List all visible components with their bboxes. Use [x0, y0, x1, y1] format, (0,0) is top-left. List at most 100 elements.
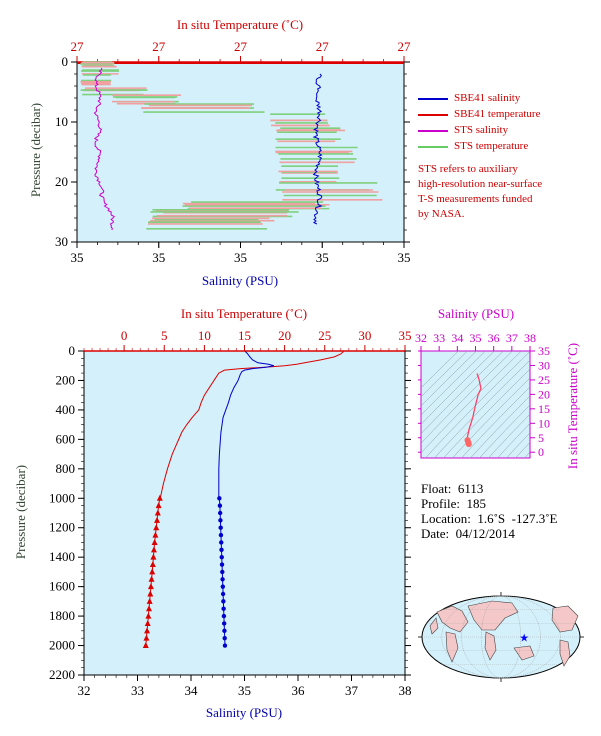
temperature-marker: [147, 583, 154, 590]
ts-density-contour: [470, 395, 530, 458]
bottom-tick-label: 35: [238, 683, 251, 698]
note-line: STS refers to auxiliary: [418, 163, 518, 175]
ts-density-contour: [421, 351, 477, 407]
salinity-marker: [222, 635, 227, 641]
y-tick-label: 400: [56, 402, 76, 417]
ts-density-contour: [506, 432, 530, 458]
legend-swatch-sbe41-temperature: [418, 114, 448, 116]
ts-density-contour: [461, 386, 530, 458]
salinity-marker: [217, 503, 223, 508]
float-id: Float: 6113: [421, 481, 484, 496]
sbe41-salinity-line: [312, 73, 323, 225]
float-info: Float: 6113 Profile: 185 Location: 1.6˚S…: [421, 481, 557, 541]
ts-top-tick-label: 33: [433, 331, 445, 345]
y-tick-label: 30: [55, 234, 68, 249]
note-line: T-S measurements funded: [418, 193, 533, 205]
ts-density-contour: [443, 368, 530, 458]
near-surface-legend: SBE41 salinity SBE41 temperature STS sal…: [418, 90, 540, 154]
temperature-marker: [147, 590, 154, 597]
map-meridian: [461, 595, 541, 679]
near-surface-top-axis-label: In situ Temperature (˚C): [177, 17, 303, 32]
ts-right-tick-label: 10: [538, 416, 550, 430]
map-meridian: [481, 595, 521, 679]
temperature-marker: [148, 575, 155, 582]
bottom-tick-label: 38: [399, 683, 412, 698]
ts-density-contour: [421, 351, 513, 444]
ts-top-tick-label: 36: [488, 331, 500, 345]
salinity-marker: [220, 591, 226, 597]
salinity-marker: [218, 525, 223, 530]
top-tick-label: 0: [121, 328, 128, 343]
map-graticule: [418, 592, 584, 682]
map-land: [429, 600, 579, 667]
legend-swatch-sts-temperature: [418, 146, 448, 148]
ts-density-contour: [434, 359, 530, 458]
top-tick-label: 10: [198, 328, 211, 343]
ts-point: [478, 379, 481, 381]
top-tick-label: 27: [234, 39, 248, 54]
note-line: by NASA.: [418, 208, 465, 220]
ts-point: [470, 422, 472, 425]
ts-point: [468, 428, 471, 430]
legend-item-sbe41-salinity: SBE41 salinity: [418, 90, 540, 106]
ts-density-contour: [421, 351, 504, 435]
near-surface-bottom-axis-label: Salinity (PSU): [202, 273, 278, 288]
ts-density-contour: [421, 351, 495, 425]
salinity-marker: [219, 562, 225, 567]
near-surface-panel: In situ Temperature (˚C) Salinity (PSU) …: [28, 17, 411, 288]
temperature-marker: [154, 509, 161, 516]
legend-swatch-sts-salinity: [418, 130, 448, 132]
salinity-marker: [219, 554, 224, 560]
salinity-marker: [218, 532, 224, 538]
temperature-marker: [143, 634, 150, 641]
temperature-marker: [144, 619, 151, 626]
legend-item-sbe41-temperature: SBE41 temperature: [418, 106, 540, 122]
full-depth-bottom-axis-label: Salinity (PSU): [206, 705, 282, 720]
ts-density-contour: [421, 351, 486, 416]
temperature-marker: [155, 502, 162, 509]
bottom-tick-label: 33: [131, 683, 144, 698]
legend-label: STS temperature: [454, 140, 529, 152]
bottom-tick-label: 35: [398, 250, 411, 265]
ts-right-tick-label: 15: [538, 402, 550, 416]
legend-label: STS salinity: [454, 124, 509, 136]
y-tick-label: 1800: [49, 608, 75, 623]
full-depth-panel: In situ Temperature (˚C) Salinity (PSU) …: [13, 306, 412, 720]
y-tick-label: 10: [55, 114, 68, 129]
float-location-marker: ★: [519, 632, 529, 645]
salinity-marker: [221, 621, 227, 626]
ts-point: [477, 393, 480, 396]
near-surface-traces: [77, 61, 404, 231]
ts-density-contours: [421, 351, 530, 458]
ts-right-tick-label: 0: [538, 445, 544, 459]
full-depth-traces: [142, 351, 344, 649]
y-tick-label: 600: [56, 431, 76, 446]
salinity-marker: [217, 510, 223, 516]
salinity-marker: [222, 643, 228, 648]
y-tick-label: 200: [56, 372, 76, 387]
legend-label: SBE41 temperature: [454, 108, 541, 120]
temperature-marker: [150, 546, 157, 553]
legend-item-sts-salinity: STS salinity: [418, 122, 540, 138]
y-tick-label: 0: [62, 54, 69, 69]
temperature-marker: [154, 516, 161, 523]
ts-point: [480, 387, 482, 390]
full-depth-y-axis-label: Pressure (decibar): [13, 465, 28, 559]
bottom-tick-label: 32: [78, 683, 91, 698]
salinity-marker: [221, 613, 227, 619]
bottom-tick-label: 37: [345, 683, 359, 698]
ts-point: [465, 441, 472, 448]
ts-top-tick-label: 32: [415, 331, 427, 345]
location: Location: 1.6˚S -127.3˚E: [421, 511, 558, 526]
top-tick-label: 35: [399, 328, 412, 343]
salinity-marker: [222, 628, 227, 634]
top-tick-label: 20: [278, 328, 291, 343]
ts-density-contour: [421, 351, 522, 454]
ts-right-tick-label: 30: [538, 358, 550, 372]
salinity-marker: [220, 577, 225, 582]
bottom-tick-label: 35: [152, 250, 165, 265]
top-tick-label: 25: [318, 328, 331, 343]
ts-point: [473, 407, 476, 410]
ts-point: [466, 433, 469, 436]
